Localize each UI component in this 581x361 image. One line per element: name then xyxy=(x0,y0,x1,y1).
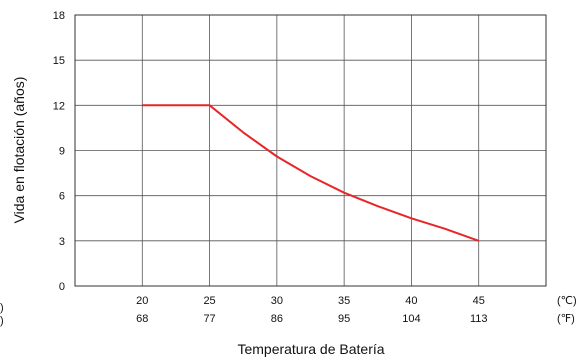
series-line xyxy=(142,104,480,242)
x-unit-fahrenheit: (℉) xyxy=(557,313,575,325)
x-tick-label-celsius: 20 xyxy=(136,295,148,307)
x-tick-label-fahrenheit: 86 xyxy=(271,313,283,325)
series-layer xyxy=(142,104,480,242)
y-tick-label: 18 xyxy=(53,10,65,22)
y-tick-label: 9 xyxy=(59,146,65,158)
x-tick-label-celsius: 30 xyxy=(271,295,283,307)
y-tick-label: 3 xyxy=(59,236,65,248)
grid xyxy=(75,15,546,286)
y-axis-title: Vida en flotación (años) xyxy=(11,77,27,224)
y-tick-label: 12 xyxy=(53,100,65,112)
x-tick-label-celsius: 40 xyxy=(405,295,417,307)
y-axis-ticks: 0 3 6 9 12 15 18 xyxy=(53,10,65,293)
x-tick-label-fahrenheit: 95 xyxy=(338,313,350,325)
x-tick-label-fahrenheit: 104 xyxy=(402,313,420,325)
y-tick-label: 6 xyxy=(59,191,65,203)
x-axis-ticks: 20 68 25 77 30 86 35 95 40 104 45 113 xyxy=(136,295,487,325)
x-tick-label-celsius: 25 xyxy=(203,295,215,307)
x-tick-label-celsius: 35 xyxy=(338,295,350,307)
y-tick-label: 0 xyxy=(59,281,65,293)
x-unit-celsius: (℃) xyxy=(557,295,577,307)
plot-frame xyxy=(74,14,547,287)
x-tick-label-celsius: 45 xyxy=(473,295,485,307)
x-tick-label-fahrenheit: 113 xyxy=(470,313,488,325)
partial-label-top: ) xyxy=(0,302,4,314)
x-tick-label-fahrenheit: 68 xyxy=(136,313,148,325)
x-axis-title: Temperatura de Batería xyxy=(237,341,384,357)
y-tick-label: 15 xyxy=(53,55,65,67)
partial-label-bottom: ) xyxy=(0,315,4,327)
x-tick-label-fahrenheit: 77 xyxy=(203,313,215,325)
